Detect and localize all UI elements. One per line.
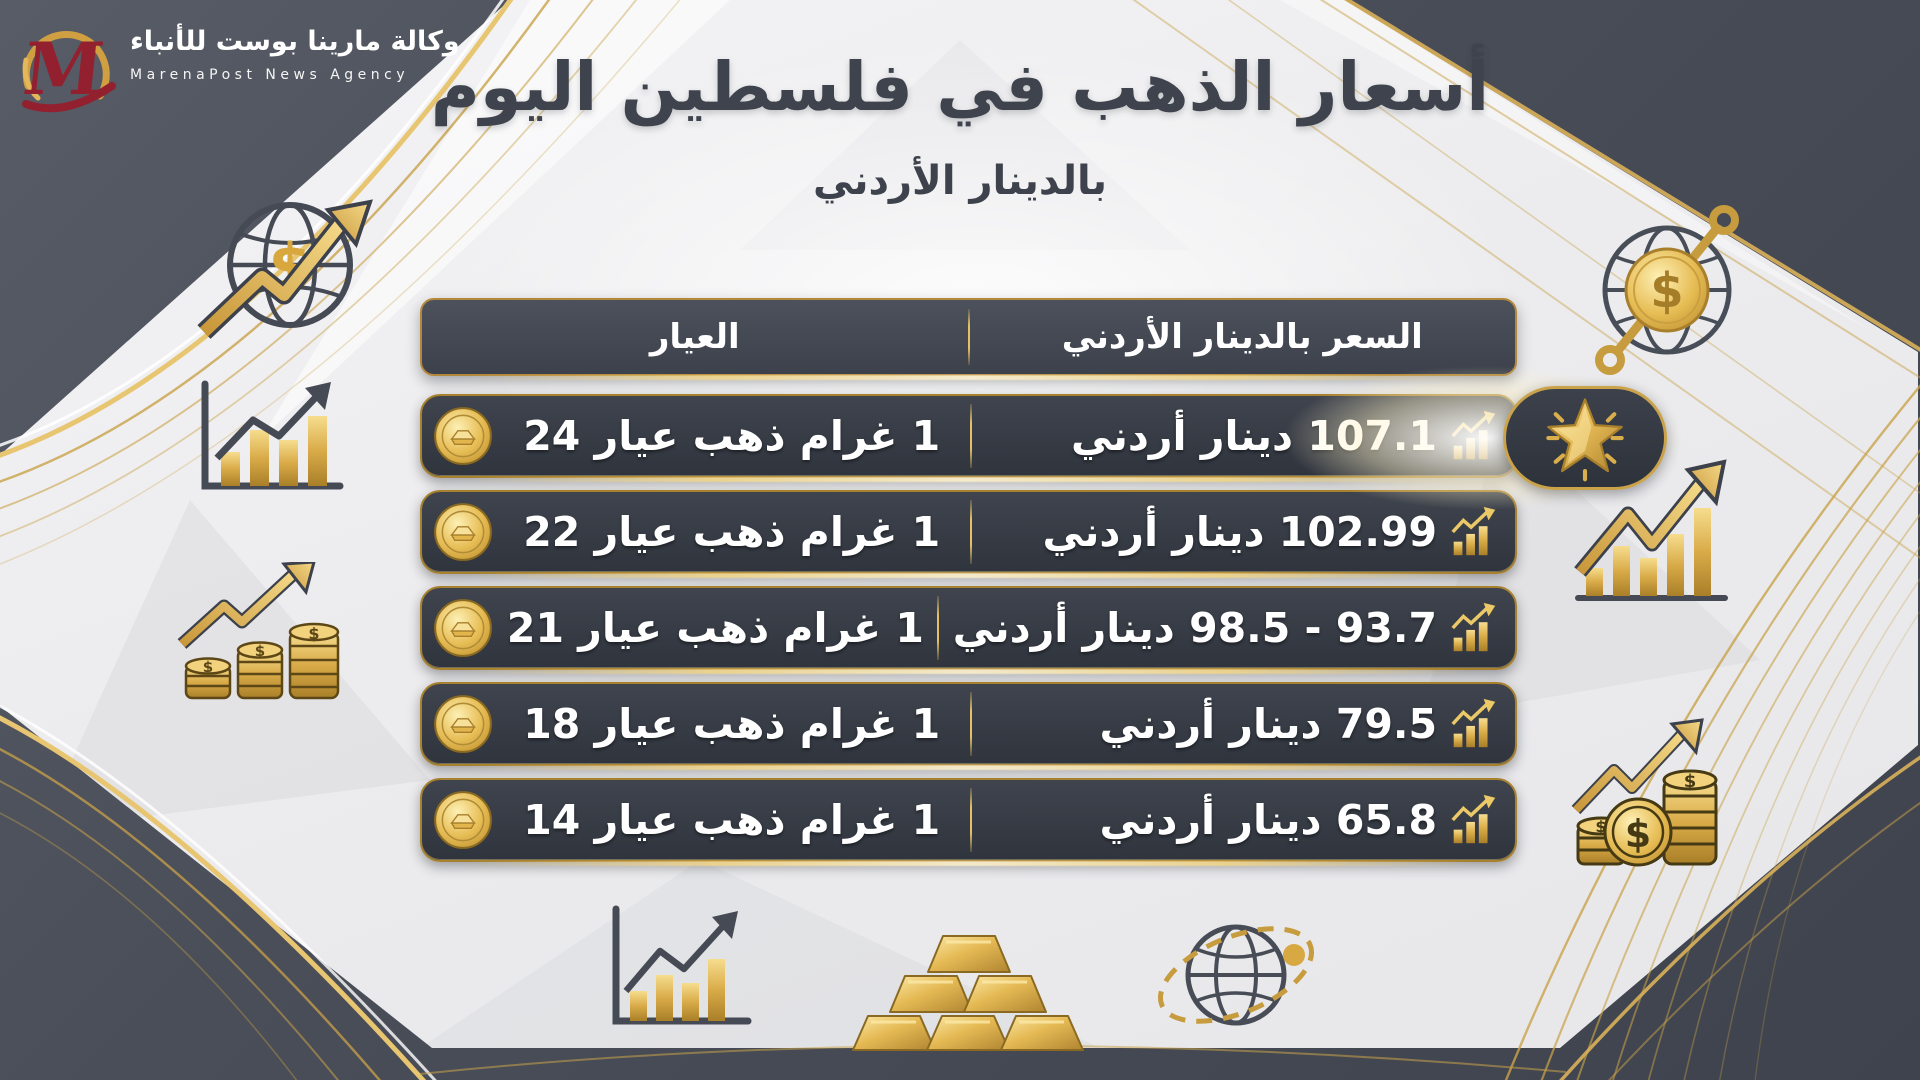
price-cell: 65.8 دينار أردني <box>1099 796 1437 844</box>
coin-stacks-arrow-icon: $ $ $ <box>177 562 340 700</box>
header-divider <box>967 309 970 365</box>
header-karat: العيار <box>649 317 740 357</box>
gold-price-table: العيار السعر بالدينار الأردني 1 غرام ذهب… <box>420 298 1765 862</box>
table-row: 1 غرام ذهب عيار 18 79.5 دينار أردني <box>420 682 1517 766</box>
price-cell: 102.99 دينار أردني <box>1042 508 1437 556</box>
star-icon <box>1546 398 1624 482</box>
price-cell: 93.7 - 98.5 دينار أردني <box>952 604 1437 652</box>
karat-cell: 1 غرام ذهب عيار 22 <box>523 508 941 556</box>
gold-coin-icon <box>432 693 494 755</box>
price-cell: 79.5 دينار أردني <box>1099 700 1437 748</box>
row-divider <box>969 500 972 564</box>
svg-text:$: $ <box>1684 771 1697 792</box>
svg-text:$: $ <box>255 642 265 660</box>
svg-text:$: $ <box>1625 812 1651 856</box>
svg-text:$: $ <box>1650 263 1683 319</box>
globe-coin-link-icon: $ <box>1595 205 1739 375</box>
trend-chart-icon <box>1445 407 1503 465</box>
trend-chart-icon <box>1445 599 1503 657</box>
row-divider <box>969 404 972 468</box>
logo-monogram-icon: M <box>19 27 116 113</box>
header-price: السعر بالدينار الأردني <box>1061 317 1423 357</box>
agency-name-english: MarenaPost News Agency <box>130 67 410 83</box>
gold-coin-icon <box>432 501 494 563</box>
globe-orbit-icon <box>1157 924 1315 1026</box>
agency-name-arabic: وكالة مارينا بوست للأنباء <box>130 26 460 57</box>
row-divider <box>936 596 939 660</box>
trend-chart-icon <box>1445 791 1503 849</box>
globe-dollar-arrow-icon: $ <box>197 199 373 339</box>
agency-logo: M وكالة مارينا بوست للأنباء MarenaPost N… <box>12 10 460 120</box>
trend-chart-icon <box>1445 695 1503 753</box>
bar-chart-growth-icon <box>612 905 752 1025</box>
gold-coin-icon <box>432 789 494 851</box>
trend-chart-icon <box>1445 503 1503 561</box>
gold-bullion-pyramid-icon <box>852 935 1084 1051</box>
price-cell: 107.1 دينار أردني <box>1071 412 1437 460</box>
table-row: 1 غرام ذهب عيار 21 93.7 - 98.5 دينار أرد… <box>420 586 1517 670</box>
karat-cell: 1 غرام ذهب عيار 24 <box>523 412 941 460</box>
karat-cell: 1 غرام ذهب عيار 18 <box>523 700 941 748</box>
table-row: 1 غرام ذهب عيار 22 102.99 دينار أردني <box>420 490 1517 574</box>
gold-coins-arrow-icon: $ $ $ <box>1571 718 1718 867</box>
featured-star-badge <box>1503 386 1667 490</box>
table-rows: 1 غرام ذهب عيار 24 107.1 دينار أردني <box>420 338 1765 862</box>
svg-text:$: $ <box>203 658 213 676</box>
row-divider <box>969 692 972 756</box>
svg-text:$: $ <box>308 624 319 643</box>
karat-cell: 1 غرام ذهب عيار 14 <box>523 796 941 844</box>
karat-cell: 1 غرام ذهب عيار 21 <box>506 604 924 652</box>
table-row: 1 غرام ذهب عيار 14 65.8 دينار أردني <box>420 778 1517 862</box>
gold-coin-icon <box>432 597 494 659</box>
table-header: العيار السعر بالدينار الأردني <box>420 298 1517 376</box>
bar-chart-growth-icon <box>201 380 344 490</box>
page-subtitle: بالدينار الأردني <box>812 158 1108 204</box>
table-row: 1 غرام ذهب عيار 24 107.1 دينار أردني <box>420 338 1765 538</box>
row-divider <box>969 788 972 852</box>
gold-coin-icon <box>432 405 494 467</box>
